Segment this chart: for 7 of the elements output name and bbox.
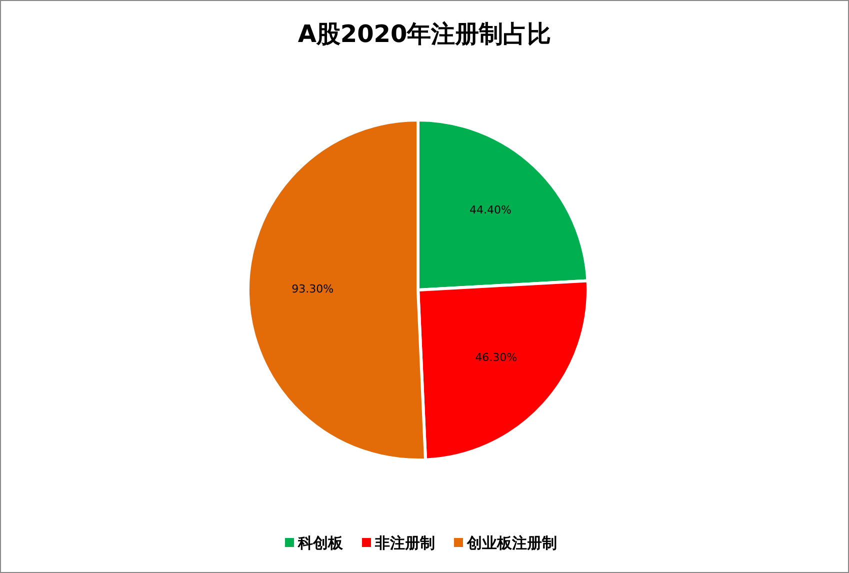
legend-label: 科创板	[297, 534, 344, 552]
legend-label: 非注册制	[374, 534, 435, 552]
chart-title: A股2020年注册制占比	[298, 20, 552, 48]
data-label: 44.40%	[469, 203, 512, 216]
data-label: 93.30%	[292, 282, 334, 296]
data-label: 46.30%	[475, 350, 518, 364]
legend-label: 创业板注册制	[466, 534, 557, 552]
